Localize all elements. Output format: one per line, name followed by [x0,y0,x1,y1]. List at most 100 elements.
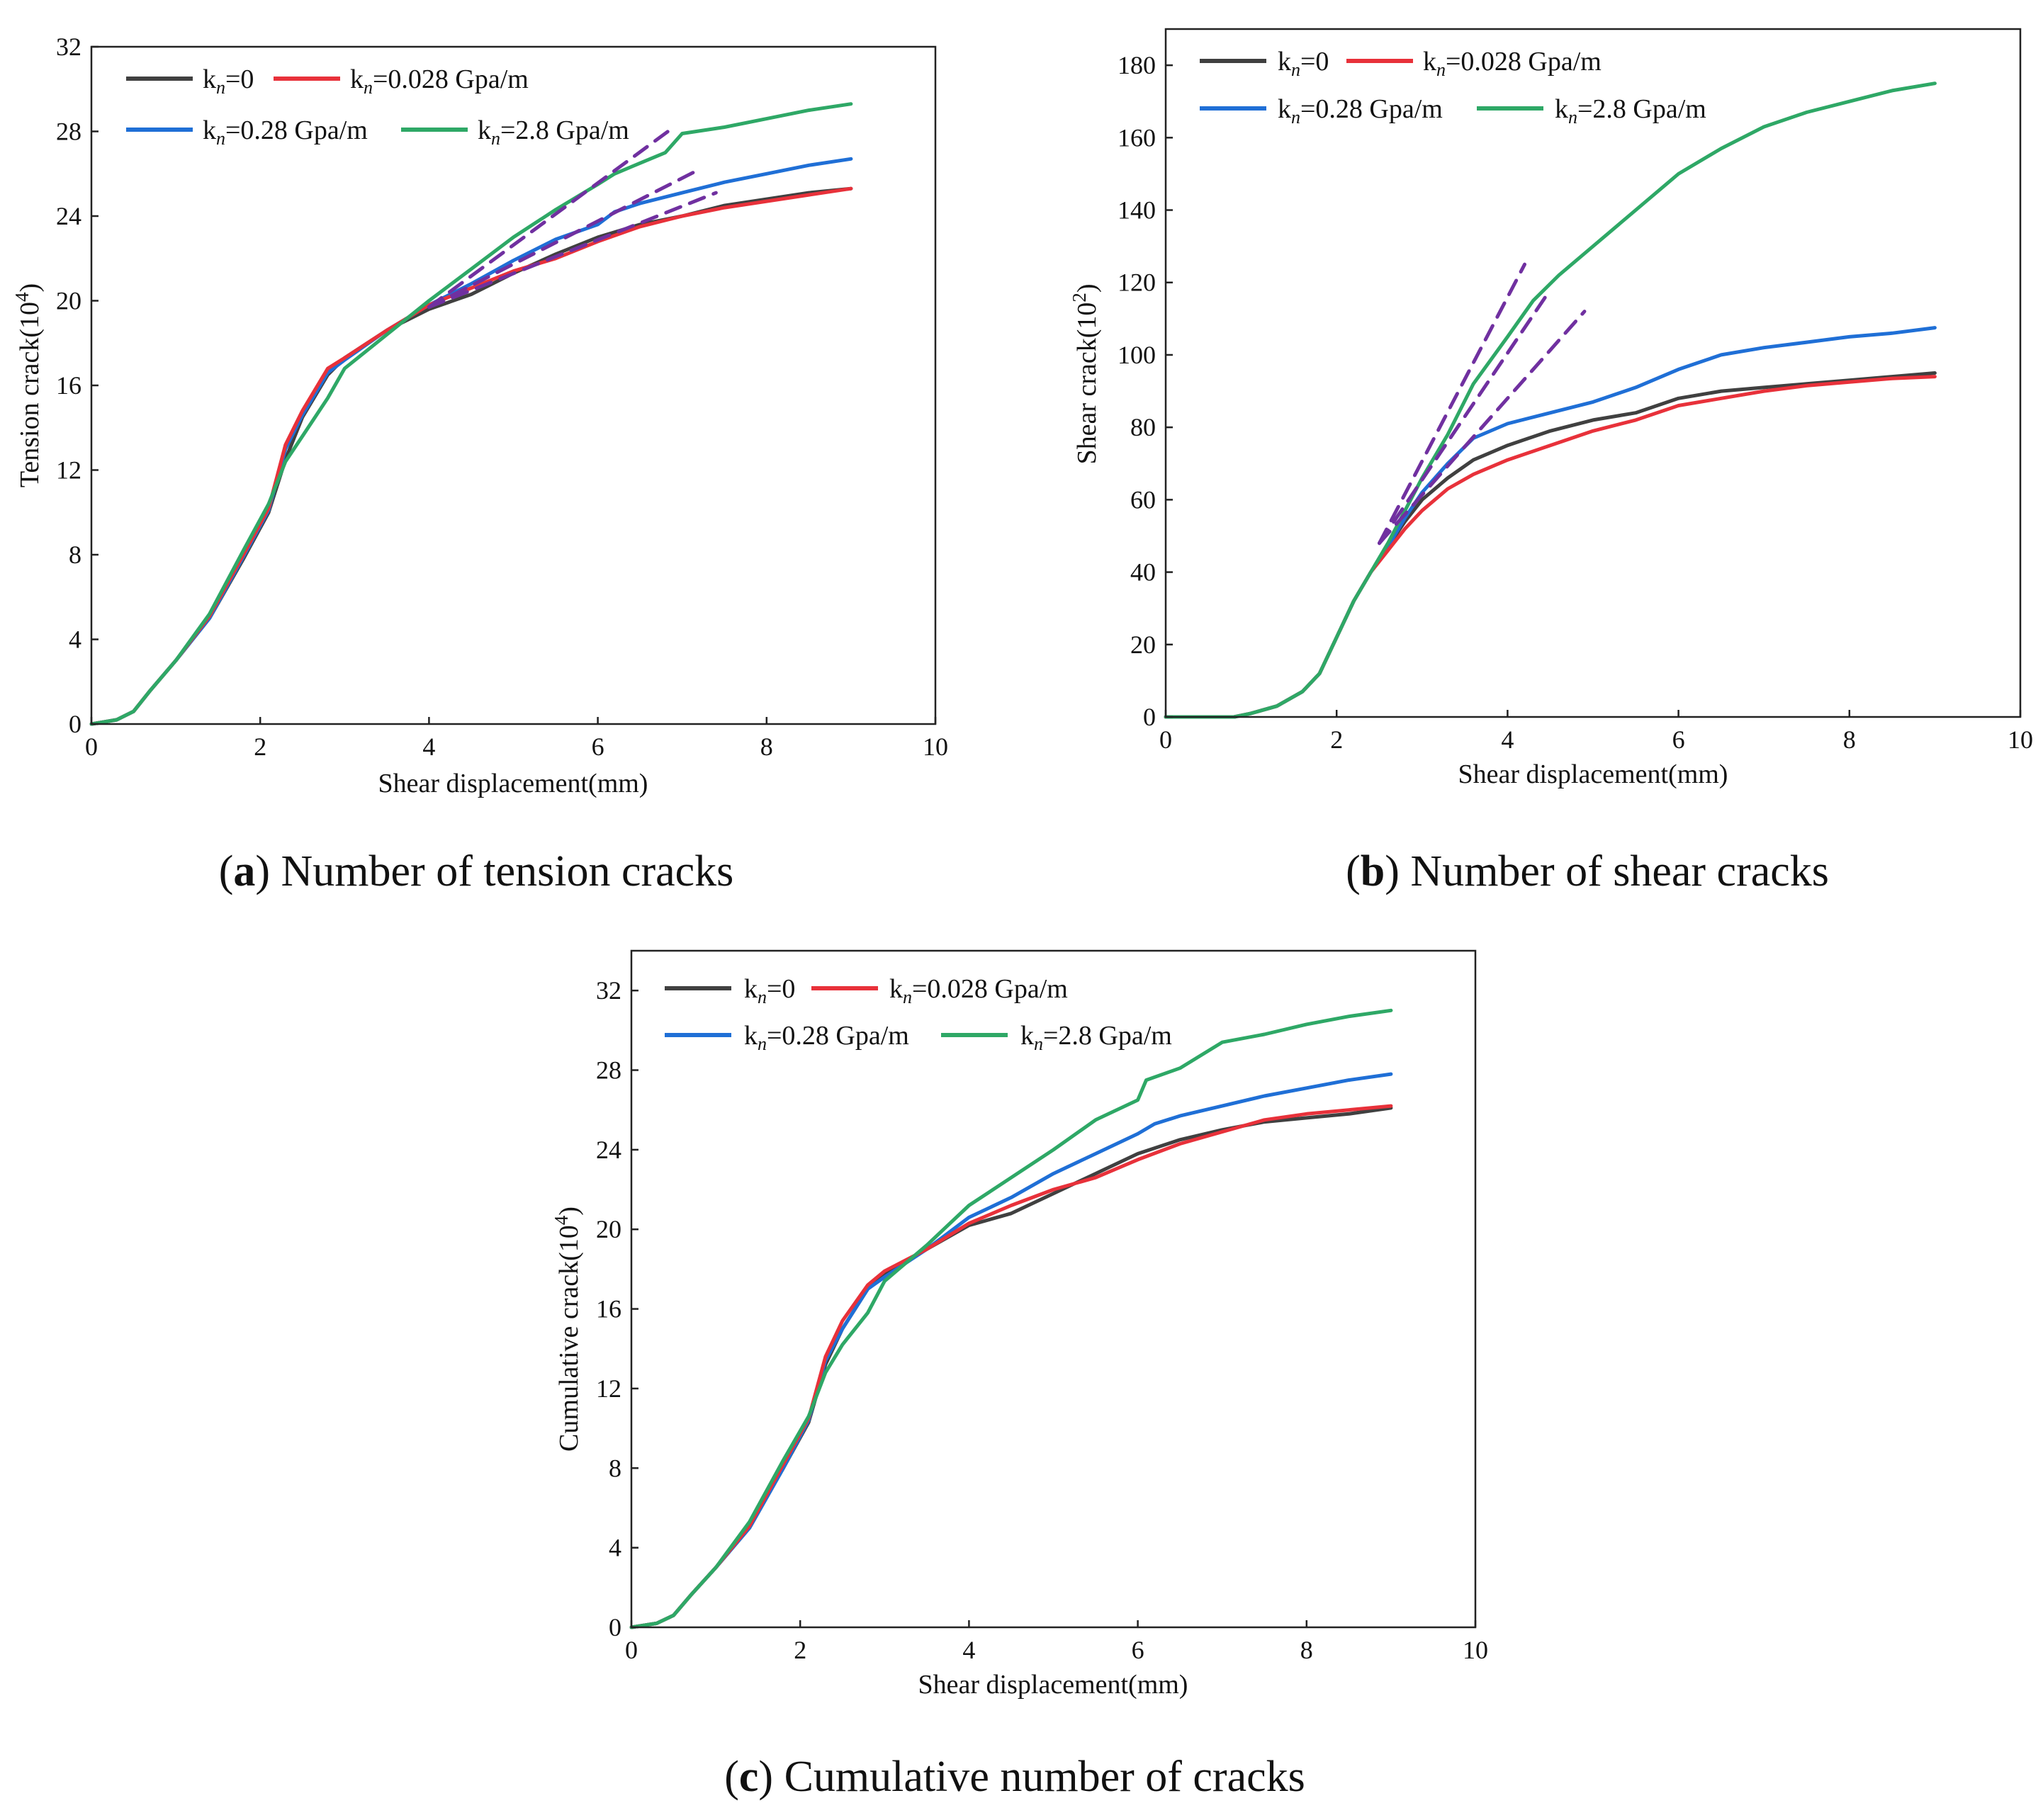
panel-c-plot-frame [630,949,1477,1629]
panel-a-y-tick-label: 0 [69,710,81,738]
panel-a-y-tick-label: 8 [69,541,81,569]
legend-label-kn-0: kn=0 [203,64,254,98]
panel-b-x-tick-label: 8 [1843,725,1856,754]
panel-b-legend: kn=0 kn=0.028 Gpa/m kn=0.28 Gpa/m kn=2.8… [1200,47,1706,128]
panel-a-y-tick-label: 12 [56,456,81,485]
panel-b-x-axis-label: Shear displacement(mm) [1458,759,1728,789]
panel-b-y-tick-label: 180 [1118,51,1156,79]
panel-b-y-axis-label: Shear crack(102) [1069,283,1102,464]
panel-a-x-tick-label: 6 [592,733,604,761]
panel-c-x-tick-label: 6 [1132,1636,1144,1664]
panel-b-y-tick-label: 140 [1118,196,1156,225]
panel-b-x-ticks: 0 2 4 6 8 10 [1159,710,2033,754]
panel-c-x-ticks: 0 2 4 6 8 10 [625,1620,1488,1664]
panel-a-x-tick-label: 10 [923,733,948,761]
panel-b-y-tick-label: 120 [1118,269,1156,297]
legend-label-kn-028: kn=0.28 Gpa/m [744,1021,909,1054]
panel-a-y-tick-label: 20 [56,287,81,315]
panel-b-trend-line-2 [1378,288,1553,546]
panel-c-x-tick-label: 10 [1463,1636,1488,1664]
panel-b-x-tick-label: 0 [1159,725,1172,754]
panel-a-x-tick-label: 8 [760,733,773,761]
legend-label-kn-0: kn=0 [1278,47,1329,80]
legend-entry-kn-028: kn=0.28 Gpa/m [665,1021,909,1054]
panel-b-y-tick-label: 20 [1130,631,1156,659]
panel-c-x-tick-label: 4 [962,1636,975,1664]
legend-entry-kn-028: kn=0.28 Gpa/m [1200,94,1443,128]
panel-a-y-tick-label: 16 [56,371,81,400]
legend-label-kn-28: kn=2.8 Gpa/m [1555,94,1706,128]
legend-entry-kn-0028: kn=0.028 Gpa/m [811,974,1068,1007]
panel-a-trend-line-1 [427,125,676,309]
panel-c-y-tick-label: 28 [596,1056,621,1085]
panel-a-trend-layer [427,125,718,309]
legend-entry-kn-0: kn=0 [126,64,254,98]
panel-a-series-layer [89,102,853,726]
panel-b-y-tick-label: 60 [1130,485,1156,514]
legend-entry-kn-028: kn=0.28 Gpa/m [126,115,368,149]
panel-b-x-tick-label: 6 [1672,725,1685,754]
panel-c-legend: kn=0 kn=0.028 Gpa/m kn=0.28 Gpa/m kn=2.8… [665,974,1172,1054]
panel-b-y-tick-label: 160 [1118,123,1156,152]
panel-a-series-kn-28 [89,102,853,726]
panel-a-legend: kn=0 kn=0.028 Gpa/m kn=0.28 Gpa/m kn=2.8… [126,64,629,149]
panel-b-y-tick-label: 0 [1143,703,1156,731]
panel-a-x-axis-label: Shear displacement(mm) [378,769,648,798]
legend-entry-kn-0: kn=0 [665,974,795,1007]
panel-c-series-layer [629,1008,1393,1629]
panel-b-y-tick-label: 100 [1118,341,1156,369]
panel-c-x-tick-label: 0 [625,1636,638,1664]
legend-entry-kn-28: kn=2.8 Gpa/m [941,1021,1172,1054]
legend-label-kn-0: kn=0 [744,974,795,1007]
legend-label-kn-28: kn=2.8 Gpa/m [478,115,629,149]
panel-b: 0 2 4 6 8 10 0 20 40 60 80 100 120 140 160 180 Shear d… [1069,28,2033,895]
panel-c-x-tick-label: 2 [794,1636,806,1664]
panel-a-x-tick-label: 0 [85,733,98,761]
panel-c-x-tick-label: 8 [1300,1636,1313,1664]
panel-a-y-tick-label: 28 [56,118,81,146]
legend-entry-kn-0028: kn=0.028 Gpa/m [1346,47,1602,80]
legend-entry-kn-28: kn=2.8 Gpa/m [401,115,629,149]
panel-c-y-ticks: 0 4 8 12 16 20 24 28 32 [596,976,638,1641]
panel-b-y-ticks: 0 20 40 60 80 100 120 140 160 180 [1118,51,1173,731]
legend-label-kn-0028: kn=0.028 Gpa/m [889,974,1068,1007]
panel-b-y-tick-label: 40 [1130,558,1156,587]
panel-b-caption: (b) Number of shear cracks [1346,847,1829,895]
panel-c-y-tick-label: 0 [609,1613,621,1641]
panel-a-y-ticks: 0 4 8 12 16 20 24 28 32 [56,33,99,738]
panel-a-y-tick-label: 24 [56,202,81,230]
panel-a-y-tick-label: 32 [56,33,81,61]
legend-label-kn-28: kn=2.8 Gpa/m [1020,1021,1172,1054]
panel-c-series-kn-28 [629,1008,1393,1629]
panel-b-x-tick-label: 2 [1330,725,1343,754]
legend-label-kn-0028: kn=0.028 Gpa/m [350,64,529,98]
panel-a-x-tick-label: 2 [254,733,266,761]
panel-c-y-tick-label: 32 [596,976,621,1005]
panel-a-trend-line-2 [427,167,702,309]
legend-label-kn-0028: kn=0.028 Gpa/m [1423,47,1602,80]
panel-b-y-tick-label: 80 [1130,413,1156,441]
panel-c-y-axis-label: Cumulative crack(104) [551,1206,584,1452]
panel-b-trend-layer [1378,262,1587,546]
legend-entry-kn-0028: kn=0.028 Gpa/m [274,64,529,98]
panel-c-y-tick-label: 20 [596,1215,621,1243]
panel-b-series-kn-28 [1164,81,1937,719]
legend-entry-kn-0: kn=0 [1200,47,1329,80]
panel-c-y-tick-label: 16 [596,1295,621,1323]
panel-c-y-tick-label: 8 [609,1454,621,1482]
panel-a-x-ticks: 0 2 4 6 8 10 [85,717,948,761]
panel-c-y-tick-label: 4 [609,1534,621,1562]
panel-c-y-tick-label: 24 [596,1136,621,1164]
panel-b-x-tick-label: 10 [2008,725,2033,754]
legend-label-kn-028: kn=0.28 Gpa/m [1278,94,1443,128]
panel-a-x-tick-label: 4 [422,733,435,761]
panel-b-trend-line-3 [1378,310,1587,546]
panel-a-trend-line-3 [427,191,718,309]
panel-a-y-axis-label: Tension crack(104) [11,283,45,487]
panel-c-x-axis-label: Shear displacement(mm) [918,1670,1188,1700]
legend-entry-kn-28: kn=2.8 Gpa/m [1477,94,1706,128]
